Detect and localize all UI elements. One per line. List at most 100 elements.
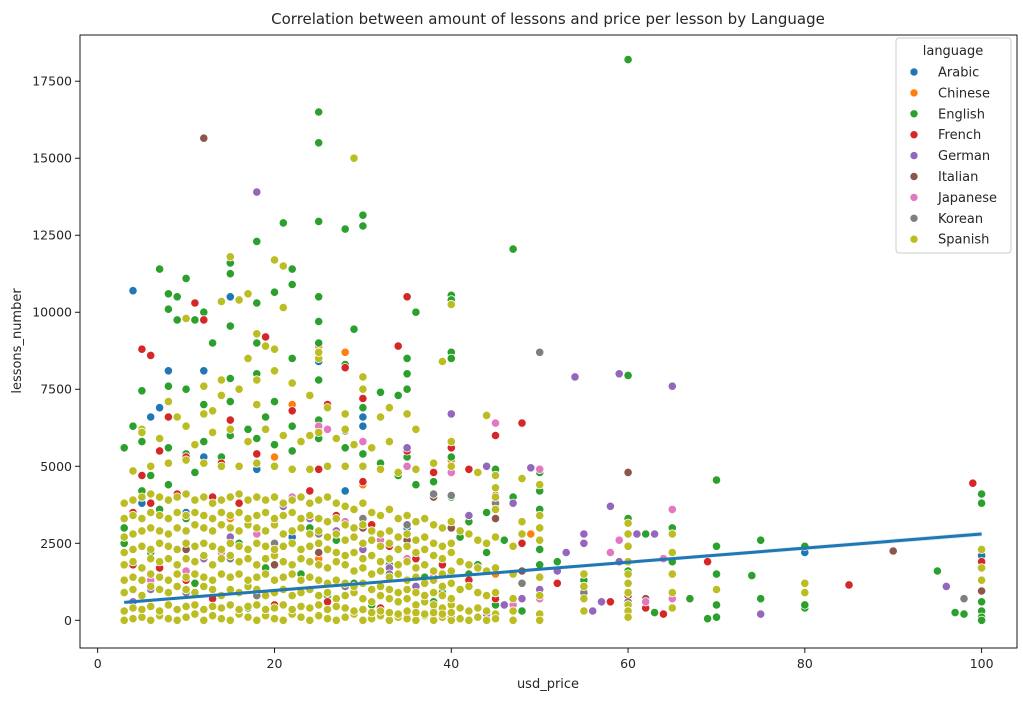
point-spanish-276 xyxy=(163,600,173,610)
point-spanish-433 xyxy=(667,529,677,539)
point-english-41 xyxy=(446,353,456,363)
point-spanish-471 xyxy=(199,409,209,419)
point-spanish-448 xyxy=(535,523,545,533)
point-english-85 xyxy=(932,566,943,576)
point-spanish-298 xyxy=(358,604,368,615)
point-spanish-414 xyxy=(375,529,386,539)
point-spanish-35 xyxy=(340,461,350,471)
point-spanish-267 xyxy=(481,615,492,625)
point-spanish-60 xyxy=(243,495,253,505)
point-spanish-379 xyxy=(402,557,412,567)
point-english-105 xyxy=(552,557,562,567)
point-spanish-232 xyxy=(172,615,182,625)
point-french-48 xyxy=(702,557,713,567)
point-german-0 xyxy=(252,187,262,197)
point-spanish-213 xyxy=(402,594,412,604)
point-english-22 xyxy=(225,321,235,331)
point-spanish-408 xyxy=(322,517,333,527)
point-spanish-392 xyxy=(181,510,191,521)
point-spanish-72 xyxy=(349,504,359,514)
point-english-101 xyxy=(649,607,660,618)
point-spanish-163 xyxy=(358,563,368,573)
point-spanish-387 xyxy=(137,513,147,524)
point-spanish-339 xyxy=(384,584,394,595)
point-spanish-372 xyxy=(340,550,350,561)
point-spanish-20 xyxy=(208,406,218,416)
point-spanish-89 xyxy=(508,541,518,551)
point-spanish-174 xyxy=(455,584,465,595)
point-french-49 xyxy=(844,580,854,590)
point-spanish-0 xyxy=(349,153,359,163)
y-tick-label-15000: 15000 xyxy=(32,151,72,166)
point-spanish-434 xyxy=(667,547,677,558)
point-french-47 xyxy=(658,609,669,619)
point-spanish-211 xyxy=(384,594,394,604)
point-spanish-368 xyxy=(305,541,315,551)
point-spanish-37 xyxy=(375,464,386,474)
point-japanese-5 xyxy=(490,418,501,428)
point-spanish-250 xyxy=(331,615,341,625)
point-spanish-349 xyxy=(137,541,147,551)
point-english-158 xyxy=(260,412,271,422)
point-spanish-403 xyxy=(278,510,288,521)
point-french-16 xyxy=(428,467,439,477)
point-japanese-1 xyxy=(322,424,333,434)
point-spanish-451 xyxy=(490,492,501,502)
point-italian-7 xyxy=(976,586,987,596)
point-english-147 xyxy=(481,507,492,518)
legend-marker-english xyxy=(909,109,919,119)
point-spanish-421 xyxy=(437,541,447,551)
point-spanish-470 xyxy=(181,421,191,431)
point-spanish-424 xyxy=(623,529,633,539)
point-spanish-381 xyxy=(420,560,430,570)
point-spanish-327 xyxy=(278,572,288,582)
point-spanish-313 xyxy=(155,572,165,582)
point-spanish-378 xyxy=(393,560,403,570)
point-spanish-271 xyxy=(119,606,129,616)
point-spanish-269 xyxy=(508,615,518,625)
point-spanish-52 xyxy=(172,492,182,502)
point-spanish-353 xyxy=(172,544,182,555)
point-spanish-18 xyxy=(305,430,315,441)
point-spanish-30 xyxy=(252,458,262,468)
point-arabic-6 xyxy=(358,412,368,422)
point-english-100 xyxy=(702,614,713,624)
point-english-54 xyxy=(269,396,280,407)
point-english-141 xyxy=(499,535,509,545)
point-spanish-359 xyxy=(225,538,235,548)
point-spanish-57 xyxy=(216,495,226,505)
point-spanish-463 xyxy=(296,436,306,447)
point-spanish-115 xyxy=(331,529,341,539)
point-spanish-370 xyxy=(322,544,333,555)
y-tick-label-12500: 12500 xyxy=(32,228,72,243)
point-spanish-11 xyxy=(181,313,191,323)
point-spanish-476 xyxy=(287,378,297,388)
point-spanish-438 xyxy=(711,584,722,595)
points-layer xyxy=(119,54,987,625)
point-spanish-85 xyxy=(464,529,474,539)
point-german-4 xyxy=(446,409,456,419)
point-arabic-1 xyxy=(225,292,235,302)
point-english-21 xyxy=(199,307,209,317)
point-english-80 xyxy=(976,498,987,508)
legend-marker-french xyxy=(909,130,919,139)
point-spanish-56 xyxy=(208,498,218,508)
point-spanish-291 xyxy=(296,601,306,612)
point-spanish-243 xyxy=(269,614,280,624)
point-french-3 xyxy=(146,350,156,360)
point-spanish-331 xyxy=(314,575,324,585)
point-spanish-365 xyxy=(278,541,288,551)
point-french-41 xyxy=(517,538,527,548)
point-spanish-4 xyxy=(234,295,244,305)
point-spanish-152 xyxy=(260,554,271,564)
point-english-56 xyxy=(358,403,368,413)
point-spanish-118 xyxy=(358,538,368,548)
y-tick-label-5000: 5000 xyxy=(40,459,72,474)
point-spanish-208 xyxy=(358,594,368,604)
point-spanish-39 xyxy=(411,464,421,474)
point-english-45 xyxy=(181,384,191,394)
point-spanish-167 xyxy=(393,569,403,579)
point-spanish-92 xyxy=(128,529,138,539)
point-spanish-300 xyxy=(375,606,386,616)
point-spanish-325 xyxy=(260,569,271,579)
